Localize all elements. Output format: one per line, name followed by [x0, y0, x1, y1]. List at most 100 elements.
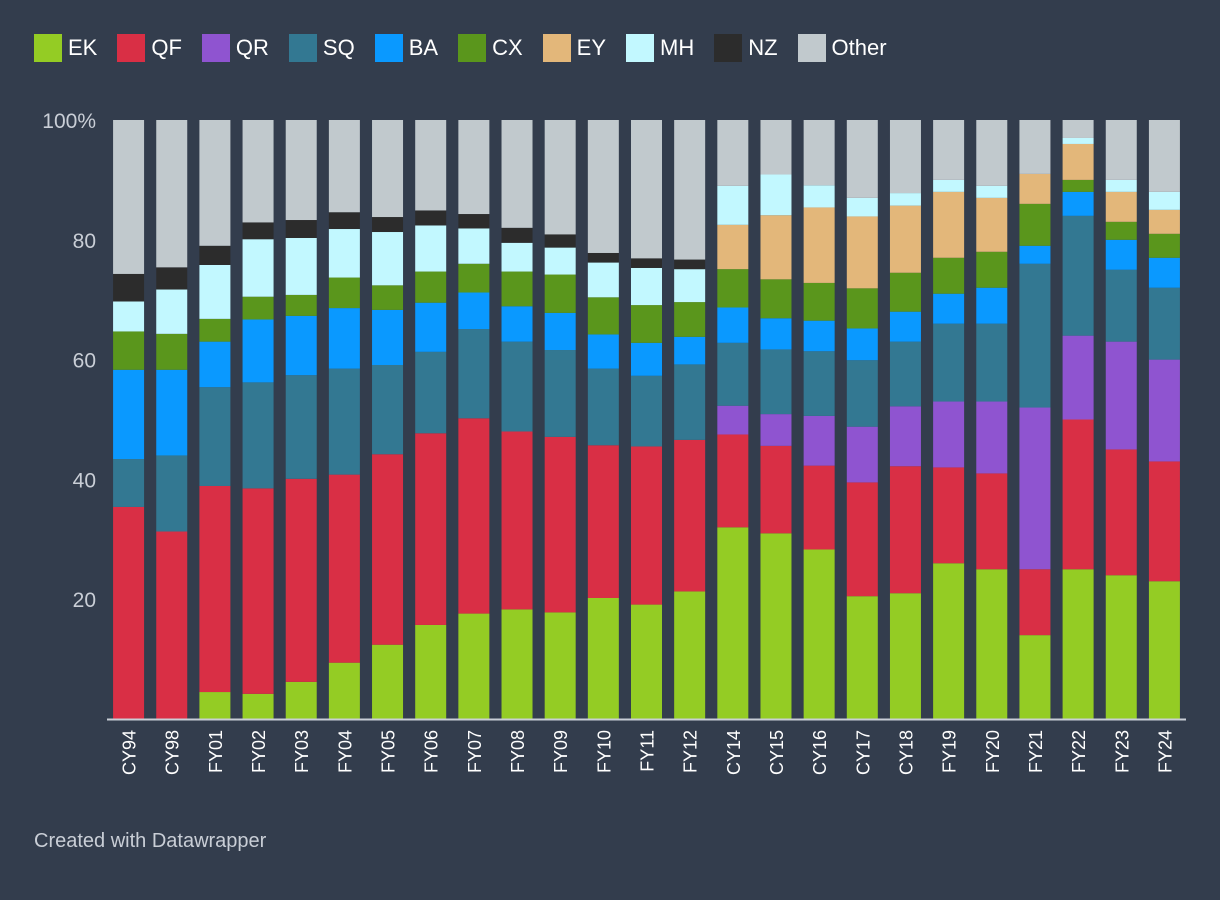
bar-segment-other-fy08 [501, 120, 533, 228]
bar-segment-mh-fy22 [1062, 137, 1094, 144]
x-tick-label: CY18 [896, 730, 916, 775]
bar-segment-cx-fy06 [415, 271, 447, 303]
bar-segment-other-fy07 [458, 120, 490, 215]
bar-segment-cx-fy09 [544, 274, 576, 313]
bar-segment-mh-cy14 [717, 185, 749, 225]
bar-segment-sq-fy24 [1148, 287, 1180, 360]
bar-segment-sq-fy06 [415, 351, 447, 434]
bar-segment-qf-fy11 [631, 446, 662, 605]
bar-segment-mh-fy11 [631, 267, 662, 306]
legend-item-cx: CX [458, 34, 523, 62]
bar-segment-cx-fy24 [1148, 233, 1180, 258]
bar-segment-qf-cy94 [113, 506, 145, 719]
bar-segment-other-cy14 [717, 120, 749, 186]
bar-segment-ba-cy98 [156, 369, 188, 456]
bar-segment-mh-fy10 [587, 262, 619, 298]
legend-item-qr: QR [201, 34, 269, 62]
legend-label: NZ [748, 35, 778, 60]
bar-segment-other-fy23 [1105, 120, 1137, 180]
bar-segment-other-fy24 [1148, 120, 1180, 192]
bar-segment-ey-fy19 [933, 191, 965, 258]
x-tick-label: FY21 [1026, 730, 1046, 773]
bar-segment-mh-fy24 [1148, 191, 1180, 210]
bar-segment-qr-cy16 [803, 415, 835, 466]
bar-segment-ba-fy24 [1148, 257, 1180, 288]
bar-segment-cx-cy16 [803, 282, 835, 321]
bar-segment-sq-cy16 [803, 351, 835, 416]
bar-segment-ey-fy24 [1148, 209, 1180, 234]
bar-segment-nz-fy11 [631, 258, 662, 268]
legend-swatch [374, 34, 403, 62]
legend-item-ba: BA [374, 34, 438, 62]
bar-segment-qf-fy08 [501, 431, 533, 610]
bar-segment-ba-fy07 [458, 292, 490, 330]
y-tick-label: 100% [42, 110, 96, 133]
bar-segment-qf-fy23 [1105, 449, 1137, 576]
bar-segment-ey-fy22 [1062, 143, 1094, 180]
bar-segment-qf-fy04 [328, 474, 360, 663]
bar-segment-qf-cy18 [889, 466, 921, 594]
x-tick-label: FY24 [1155, 730, 1175, 773]
bar-segment-qf-fy02 [242, 488, 274, 694]
bar-segment-qf-fy10 [587, 445, 619, 598]
x-tick-label: FY19 [940, 730, 960, 773]
bar-segment-mh-fy07 [458, 228, 490, 264]
x-tick-label: FY06 [422, 730, 442, 773]
bar-segment-qf-fy20 [976, 473, 1008, 570]
bar-segment-mh-cy16 [803, 185, 835, 208]
bar-segment-ey-fy23 [1105, 191, 1137, 222]
bar-segment-qf-fy05 [372, 454, 404, 645]
bar-segment-nz-fy04 [328, 212, 360, 230]
bar-segment-cx-cy14 [717, 269, 749, 308]
x-tick-label: FY03 [292, 730, 312, 773]
bar-segment-qf-cy16 [803, 465, 835, 550]
bar-segment-mh-fy08 [501, 242, 533, 272]
stacked-bar-chart: 20 40 60 80 100% CY94 CY98 FY01 FY02 FY03 FY04 FY05… [42, 110, 1186, 775]
bar-segment-ba-fy11 [631, 342, 662, 376]
bar-segment-mh-fy03 [285, 238, 317, 295]
x-tick-label: FY11 [638, 730, 658, 772]
bar-segment-cx-cy17 [846, 288, 878, 329]
bar-segment-qr-fy20 [976, 401, 1008, 474]
bar-segment-qr-cy18 [889, 406, 921, 467]
bar-segment-other-fy10 [587, 120, 619, 253]
bar-segment-ek-fy22 [1062, 569, 1094, 719]
bar-segment-sq-fy09 [544, 350, 576, 437]
bar-segment-ba-fy22 [1062, 191, 1094, 216]
bar-segment-cx-fy08 [501, 271, 533, 307]
bar-segment-ba-fy10 [587, 334, 619, 369]
bar-segment-qr-cy17 [846, 426, 878, 483]
bar-segment-sq-cy18 [889, 341, 921, 407]
x-tick-label: CY15 [767, 730, 787, 775]
bar-segment-qr-fy19 [933, 401, 965, 468]
bar-segment-ey-cy16 [803, 207, 835, 283]
bar-segment-ba-fy05 [372, 309, 404, 365]
bar-segment-mh-cy17 [846, 197, 878, 217]
x-tick-label: FY02 [249, 730, 269, 773]
bar-segment-sq-fy21 [1019, 263, 1051, 408]
legend-swatch [201, 34, 230, 62]
bar-segment-other-fy04 [328, 120, 360, 213]
bar-segment-qr-fy24 [1148, 359, 1180, 462]
y-tick-label: 20 [73, 589, 96, 612]
x-tick-label: FY20 [983, 730, 1003, 773]
bar-segment-ba-cy15 [760, 318, 792, 350]
bar-segment-cx-fy23 [1105, 221, 1137, 240]
bar-segment-qr-fy23 [1105, 341, 1137, 450]
bar-segment-nz-cy98 [156, 267, 188, 290]
x-tick-label: FY01 [206, 730, 226, 773]
bar-segment-ek-fy03 [285, 681, 317, 719]
bar-segment-cx-cy18 [889, 272, 921, 312]
bar-segment-other-fy20 [976, 120, 1008, 186]
footer-credit: Created with Datawrapper [34, 830, 267, 852]
x-tick-label: CY94 [120, 730, 140, 775]
bar-segment-other-cy15 [760, 120, 792, 175]
bar-segment-ba-fy02 [242, 319, 274, 383]
x-tick-label: CY14 [724, 730, 744, 775]
legend-item-ey: EY [542, 34, 606, 62]
bar-segment-ek-fy05 [372, 644, 404, 719]
bar-segment-nz-fy06 [415, 210, 447, 226]
bar-segment-ey-fy20 [976, 197, 1008, 252]
bar-segment-ba-fy03 [285, 315, 317, 376]
bar-segment-ek-fy02 [242, 693, 274, 719]
